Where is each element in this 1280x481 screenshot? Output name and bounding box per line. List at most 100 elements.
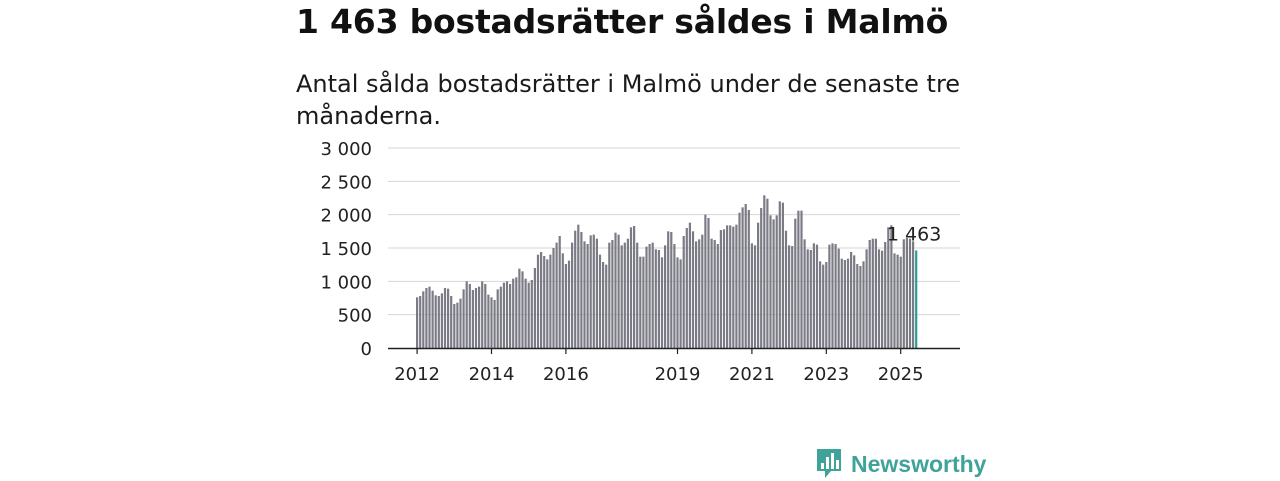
bar xyxy=(577,224,580,348)
bar xyxy=(626,238,629,348)
bar xyxy=(499,286,502,348)
x-tick-label: 2014 xyxy=(469,364,515,385)
bar xyxy=(515,277,518,348)
bar xyxy=(701,234,704,348)
bar xyxy=(815,244,819,348)
bar xyxy=(716,244,719,348)
bar xyxy=(595,238,598,348)
bar xyxy=(868,240,871,348)
bar xyxy=(753,245,757,348)
bar xyxy=(881,250,884,348)
x-axis-ticks: 2012 2014 2016 2019 2021 2023 2025 xyxy=(394,348,924,385)
bar xyxy=(862,261,865,348)
bar xyxy=(682,236,685,348)
bar xyxy=(691,231,695,348)
bar xyxy=(893,253,896,348)
bar xyxy=(905,238,908,348)
x-tick-label: 2021 xyxy=(729,364,775,385)
bar xyxy=(747,210,750,348)
chart-subtitle: Antal sålda bostadsrätter i Malmö under … xyxy=(296,70,961,130)
y-tick-label: 500 xyxy=(338,306,372,327)
y-tick-label: 0 xyxy=(361,339,372,360)
bar xyxy=(769,215,772,348)
bar xyxy=(670,232,673,348)
bar xyxy=(598,254,602,348)
bar xyxy=(726,225,729,348)
bar xyxy=(434,295,437,348)
bar xyxy=(710,238,713,348)
bar xyxy=(812,243,815,348)
bar xyxy=(447,288,450,348)
bar xyxy=(431,290,434,348)
bar xyxy=(608,242,611,348)
bar xyxy=(505,281,509,348)
bar-chart-logo-icon xyxy=(817,449,841,478)
bar xyxy=(757,222,760,348)
bar xyxy=(567,260,571,348)
bar xyxy=(850,252,853,348)
chart-headline: 1 463 bostadsrätter såldes i Malmö xyxy=(296,2,949,41)
bar xyxy=(536,254,540,348)
bar xyxy=(450,296,453,348)
y-tick-label: 2 000 xyxy=(320,206,372,227)
bar xyxy=(772,219,775,348)
bar xyxy=(561,253,564,348)
bar xyxy=(722,229,726,348)
bar xyxy=(540,252,543,348)
bar xyxy=(651,242,654,348)
bar xyxy=(521,271,524,348)
bar xyxy=(512,278,515,348)
bar xyxy=(422,291,425,348)
x-tick-label: 2019 xyxy=(655,364,701,385)
bar xyxy=(794,218,797,348)
bar xyxy=(555,242,558,348)
bar xyxy=(704,214,707,348)
bar xyxy=(623,242,626,348)
bar xyxy=(846,258,850,348)
bar xyxy=(502,282,505,348)
bar xyxy=(819,261,822,348)
bar xyxy=(877,249,881,348)
bar xyxy=(784,230,788,348)
bar xyxy=(676,257,679,348)
bar xyxy=(416,297,419,348)
bar xyxy=(493,300,496,348)
bar xyxy=(589,235,592,348)
y-axis-ticks: 0 500 1 000 1 500 2 000 2 500 3 000 xyxy=(320,139,372,360)
bar xyxy=(530,280,533,348)
bar xyxy=(611,240,614,348)
bar xyxy=(564,264,567,348)
bar xyxy=(660,257,664,348)
bar xyxy=(828,244,831,348)
bar xyxy=(803,239,806,348)
bar xyxy=(543,256,546,348)
bar xyxy=(707,218,710,348)
bar xyxy=(471,290,474,348)
last-value-label: 1 463 xyxy=(887,223,941,245)
bar xyxy=(462,289,465,348)
bar xyxy=(490,297,493,348)
bar xyxy=(428,286,431,348)
bars xyxy=(416,195,918,348)
bar xyxy=(645,246,648,348)
bar xyxy=(586,244,589,348)
bar xyxy=(673,244,676,348)
bar xyxy=(425,288,428,348)
bar xyxy=(825,262,828,348)
bar xyxy=(580,232,583,348)
bar xyxy=(775,215,778,348)
bar xyxy=(592,234,595,348)
bar xyxy=(760,208,763,348)
bar xyxy=(719,230,722,348)
bar xyxy=(636,242,639,348)
bar xyxy=(831,243,834,348)
y-tick-label: 1 000 xyxy=(320,272,372,293)
y-tick-label: 1 500 xyxy=(320,239,372,260)
bar xyxy=(840,258,843,348)
bar xyxy=(496,289,499,348)
bar xyxy=(527,282,530,348)
bar xyxy=(902,239,905,348)
bar xyxy=(688,222,691,348)
x-tick-label: 2016 xyxy=(543,364,589,385)
bar xyxy=(800,210,803,348)
